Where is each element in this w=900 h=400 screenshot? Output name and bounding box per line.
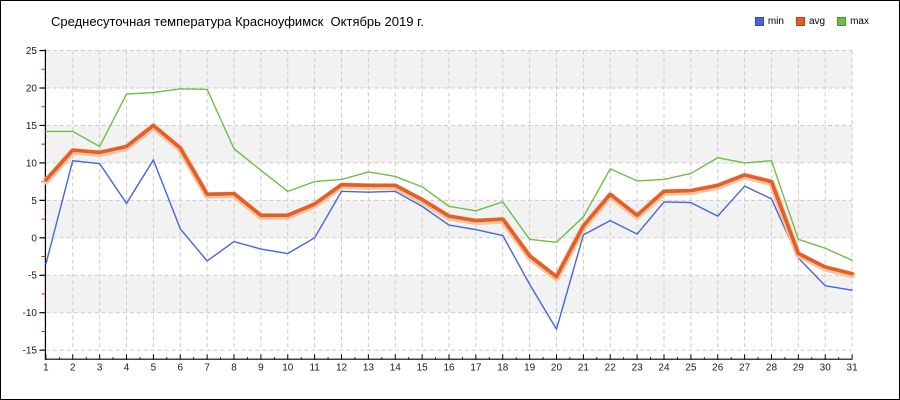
x-axis-ticks: 1 2 3 4 5 6 7 8 9 10 11 12 13 14 15 16 17 18 19 20 21 22 23 24 2… (43, 354, 859, 374)
series-line-max (45, 88, 853, 261)
legend-swatch-min (754, 17, 764, 26)
x-tick-label: 21 (578, 363, 590, 374)
legend-label-avg: avg (808, 16, 826, 27)
x-tick-label: 13 (363, 363, 375, 374)
x-tick-label: 2 (70, 363, 76, 374)
x-tick-label: 20 (551, 363, 563, 374)
series-line-avg (44, 123, 854, 279)
y-tick-label: 10 (26, 158, 38, 169)
x-tick-label: 8 (231, 363, 237, 374)
x-tick-label: 5 (151, 363, 157, 374)
x-tick-label: 26 (712, 363, 724, 374)
x-tick-label: 25 (685, 363, 697, 374)
x-tick-label: 19 (524, 363, 536, 374)
x-tick-label: 10 (282, 363, 294, 374)
x-tick-label: 22 (605, 363, 617, 374)
x-tick-label: 27 (739, 363, 751, 374)
legend-item-avg: avg (795, 16, 826, 27)
x-tick-label: 15 (417, 363, 429, 374)
x-tick-label: 18 (497, 363, 509, 374)
x-tick-label: 12 (336, 363, 348, 374)
x-tick-label: 24 (658, 363, 670, 374)
x-tick-label: 28 (766, 363, 778, 374)
legend-label-max: max (850, 16, 869, 27)
series-lines (42, 88, 856, 330)
y-tick-label: 20 (26, 83, 38, 94)
y-tick-label: -10 (23, 308, 38, 319)
series-line-min (45, 159, 853, 330)
x-tick-label: 7 (204, 363, 210, 374)
y-tick-label: 5 (31, 196, 37, 207)
x-tick-label: 6 (177, 363, 183, 374)
legend: min avg max (754, 16, 869, 27)
x-tick-label: 3 (97, 363, 103, 374)
y-tick-label: -5 (28, 271, 37, 282)
x-tick-label: 17 (470, 363, 482, 374)
y-tick-label: -15 (23, 346, 38, 357)
legend-swatch-max (837, 17, 847, 26)
legend-item-max: max (837, 16, 869, 27)
legend-swatch-avg (795, 17, 805, 26)
vertical-gridlines (45, 50, 853, 351)
x-tick-label: 9 (258, 363, 264, 374)
x-tick-label: 29 (793, 363, 805, 374)
y-tick-label: 0 (31, 233, 37, 244)
y-tick-label: 15 (26, 121, 38, 132)
chart-title: Среднесуточная температура Красноуфимск … (51, 14, 424, 29)
x-tick-label: 4 (124, 363, 130, 374)
legend-label-min: min (767, 16, 784, 27)
x-tick-label: 1 (43, 363, 49, 374)
y-tick-label: 25 (26, 46, 38, 57)
legend-item-min: min (754, 16, 784, 27)
x-tick-label: 30 (820, 363, 832, 374)
x-tick-label: 23 (632, 363, 644, 374)
x-tick-label: 31 (847, 363, 859, 374)
x-tick-label: 16 (443, 363, 455, 374)
x-tick-label: 11 (309, 363, 320, 374)
x-tick-label: 14 (390, 363, 402, 374)
y-axis-ticks: 25 20 15 10 5 0 -5 -10 -15 (23, 46, 46, 357)
